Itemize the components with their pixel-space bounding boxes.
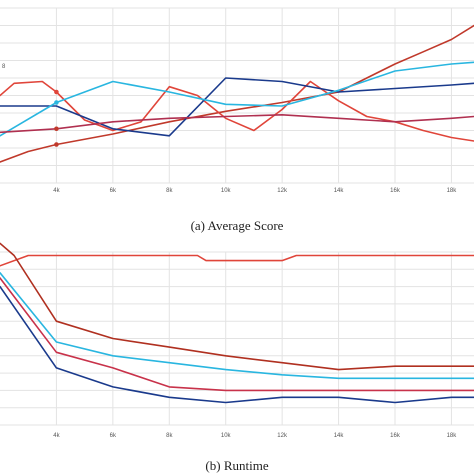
runtime-series-line-4 [0, 277, 474, 392]
runtime-x-tick-label: 12k [277, 433, 288, 439]
runtime-series-line-5 [0, 285, 474, 404]
runtime-x-tick-label: 6k [110, 433, 117, 439]
score-x-tick-label: 18k [447, 188, 458, 194]
runtime-x-tick-label: 8k [166, 433, 173, 439]
score-y-tick-label: 8 [2, 64, 6, 70]
score-x-tick-label: 4k [53, 188, 60, 194]
score-data-marker [54, 126, 59, 132]
score-series-line-3 [0, 77, 474, 137]
score-data-marker [54, 142, 59, 147]
score-series-line-5 [0, 114, 474, 134]
score-series-line-4 [0, 61, 474, 137]
score-x-tick-label: 16k [390, 188, 401, 194]
runtime-x-tick-label: 16k [390, 433, 401, 439]
score-series-line-1 [0, 24, 474, 163]
runtime-x-tick-label: 10k [221, 433, 232, 439]
score-x-tick-label: 10k [221, 188, 232, 194]
score-x-tick-label: 14k [334, 188, 345, 194]
score-x-tick-label: 8k [166, 188, 173, 194]
runtime-series-line-2 [0, 242, 474, 371]
score-data-marker [54, 89, 59, 95]
runtime-panel: 4k 6k 8k 10k 12k 14k 16k 18k [0, 242, 474, 439]
score-x-tick-label: 6k [110, 188, 117, 194]
score-data-marker [54, 100, 59, 105]
runtime-x-tick-label: 14k [334, 433, 345, 439]
runtime-series-line-3 [0, 271, 474, 380]
runtime-caption: (b) Runtime [205, 458, 268, 473]
runtime-x-tick-label: 4k [53, 433, 60, 439]
average-score-caption: (a) Average Score [191, 218, 284, 233]
runtime-x-tick-label: 18k [447, 433, 458, 439]
runtime-series-line-1 [0, 254, 474, 267]
score-x-tick-label: 12k [277, 188, 288, 194]
average-score-panel: 4k 6k 8k 10k 12k 14k 16k 18k 8 [0, 7, 474, 194]
